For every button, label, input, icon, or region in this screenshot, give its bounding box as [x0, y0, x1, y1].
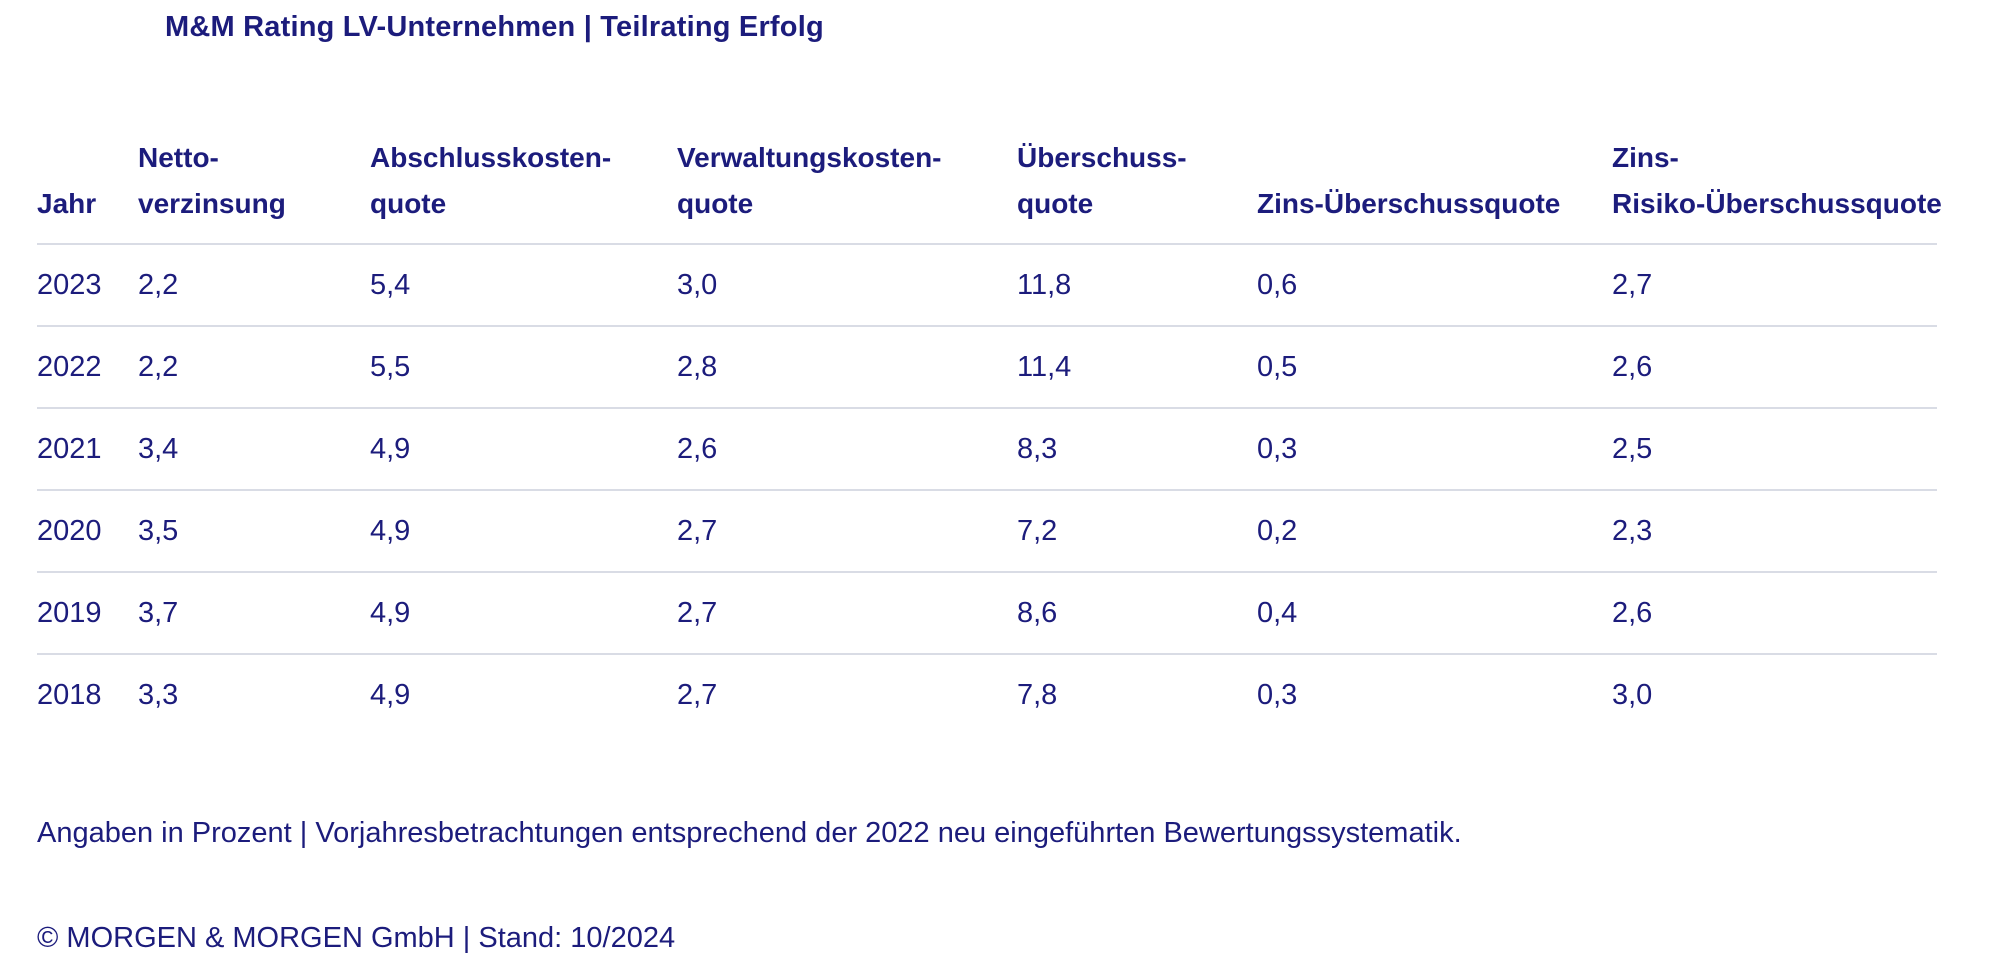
page-title: M&M Rating LV-Unternehmen | Teilrating E… — [165, 11, 824, 43]
year-cell: 2018 — [37, 678, 102, 711]
value-cell: 8,6 — [1017, 572, 1257, 655]
value-cell: 2,7 — [677, 572, 1017, 655]
header-row: Jahr Netto-verzinsung Abschlusskosten-quot… — [37, 117, 1942, 245]
value-cell: 3,3 — [138, 678, 179, 711]
value-cell: 3,0 — [1612, 678, 1653, 711]
value-cell: 5,5 — [370, 326, 677, 409]
table-row: 2023 2,2 5,4 3,0 11,8 0,6 2,7 — [37, 244, 1937, 327]
value-cell: 2,3 — [1612, 490, 1937, 573]
table-row: 2018 3,3 4,9 2,7 7,8 0,3 3,0 — [37, 654, 1937, 735]
value-cell: 5,4 — [370, 244, 677, 327]
column-header-jahr: Jahr — [37, 117, 138, 245]
value-cell: 11,8 — [1017, 244, 1257, 327]
value-cell: 11,4 — [1017, 326, 1257, 409]
value-cell: 2,8 — [677, 326, 1017, 409]
value-cell: 8,3 — [1017, 408, 1257, 491]
rating-table: Jahr Netto-verzinsung Abschlusskosten-quot… — [37, 117, 1942, 735]
column-header-abschlusskostenquote: Abschlusskosten-quote — [370, 117, 677, 245]
table-header: Jahr Netto-verzinsung Abschlusskosten-quot… — [37, 117, 1942, 245]
column-header-zins-risiko-ueberschussquote: Zins- Risiko-Überschussquote — [1612, 117, 1942, 245]
year-cell: 2022 — [37, 326, 138, 409]
column-header-nettoverzinsung: Netto-verzinsung — [138, 117, 370, 245]
footnote: Angaben in Prozent | Vorjahresbetrachtun… — [37, 817, 1462, 849]
value-cell: 2,7 — [677, 678, 718, 711]
value-cell: 2,7 — [677, 490, 1017, 573]
value-cell: 4,9 — [370, 572, 677, 655]
value-cell: 0,5 — [1257, 326, 1612, 409]
value-cell: 2,6 — [1612, 326, 1937, 409]
value-cell: 2,2 — [138, 326, 370, 409]
value-cell: 0,3 — [1257, 678, 1298, 711]
value-cell: 0,3 — [1257, 408, 1612, 491]
value-cell: 2,5 — [1612, 408, 1937, 491]
table-row: 2021 3,4 4,9 2,6 8,3 0,3 2,5 — [37, 408, 1937, 491]
value-cell: 2,6 — [677, 408, 1017, 491]
copyright-line: © MORGEN & MORGEN GmbH | Stand: 10/2024 — [37, 922, 676, 954]
value-cell: 2,7 — [1612, 244, 1937, 327]
value-cell: 0,2 — [1257, 490, 1612, 573]
table-row: 2020 3,5 4,9 2,7 7,2 0,2 2,3 — [37, 490, 1937, 573]
year-cell: 2023 — [37, 244, 138, 327]
year-cell: 2021 — [37, 408, 138, 491]
value-cell: 3,7 — [138, 572, 370, 655]
column-header-verwaltungskostenquote: Verwaltungskosten-quote — [677, 117, 1017, 245]
value-cell: 4,9 — [370, 678, 411, 711]
year-cell: 2020 — [37, 490, 138, 573]
value-cell: 7,2 — [1017, 490, 1257, 573]
column-header-zins-ueberschussquote: Zins-Überschussquote — [1257, 117, 1612, 245]
page: { "title": "M&M Rating LV-Unternehmen | … — [0, 10, 2004, 964]
value-cell: 3,0 — [677, 244, 1017, 327]
value-cell: 3,4 — [138, 408, 370, 491]
value-cell: 7,8 — [1017, 678, 1058, 711]
value-cell: 4,9 — [370, 408, 677, 491]
table-body: 2023 2,2 5,4 3,0 11,8 0,6 2,7 2022 2,2 5,5 2,8 11,4… — [37, 244, 1937, 735]
value-cell: 3,5 — [138, 490, 370, 573]
table-row: 2022 2,2 5,5 2,8 11,4 0,5 2,6 — [37, 326, 1937, 409]
column-header-ueberschussquote: Überschuss-quote — [1017, 117, 1257, 245]
value-cell: 2,2 — [138, 244, 370, 327]
value-cell: 0,4 — [1257, 572, 1612, 655]
year-cell: 2019 — [37, 572, 138, 655]
table-row: 2019 3,7 4,9 2,7 8,6 0,4 2,6 — [37, 572, 1937, 655]
value-cell: 2,6 — [1612, 572, 1937, 655]
value-cell: 0,6 — [1257, 244, 1612, 327]
value-cell: 4,9 — [370, 490, 677, 573]
